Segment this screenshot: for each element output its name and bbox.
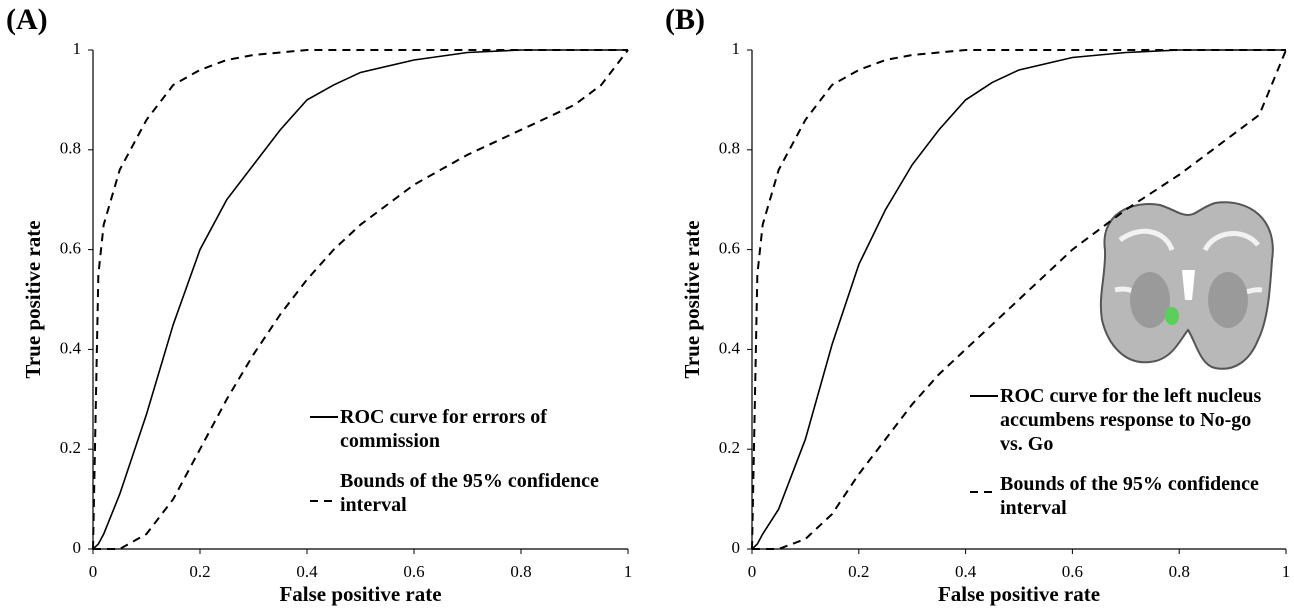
legend: ROC curve for errors of commission Bound… (340, 405, 602, 533)
y-tick-label: 0.2 (719, 438, 740, 457)
y-axis-title: True positive rate (21, 220, 45, 378)
x-tick-label: 0.2 (189, 562, 210, 581)
x-tick-label: 0.8 (510, 562, 531, 581)
y-tick-label: 0 (732, 538, 741, 557)
series-line (751, 49, 1286, 550)
series-line (752, 49, 1287, 550)
y-tick-label: 0.8 (60, 139, 81, 158)
y-tick-label: 0.6 (719, 239, 740, 258)
x-tick-label: 0.2 (848, 562, 869, 581)
y-tick-label: 0.4 (719, 338, 741, 357)
x-tick-label: 0.6 (403, 562, 424, 581)
legend-entry: Bounds of the 95% confidence interval (340, 470, 599, 516)
y-tick-label: 0.2 (60, 438, 81, 457)
x-axis-title: False positive rate (279, 582, 441, 606)
x-tick-label: 0 (89, 562, 98, 581)
x-tick-label: 0 (748, 562, 757, 581)
x-axis-title: False positive rate (938, 582, 1100, 606)
legend: ROC curve for the left nucleus accumbens… (1000, 384, 1262, 536)
panel-label: (A) (6, 3, 48, 36)
x-tick-label: 1 (1282, 562, 1291, 581)
x-tick-label: 0.6 (1062, 562, 1083, 581)
x-tick-label: 0.4 (955, 562, 977, 581)
y-tick-label: 1 (732, 39, 741, 58)
x-tick-label: 1 (624, 562, 633, 581)
series-line (92, 49, 628, 550)
brain-image (1099, 201, 1274, 370)
panel-label: (B) (665, 3, 705, 36)
y-axis-title: True positive rate (680, 220, 704, 378)
series-line (93, 49, 629, 550)
x-tick-label: 0.8 (1169, 562, 1190, 581)
legend-entry: ROC curve for errors of commission (340, 406, 547, 452)
legend-entry: Bounds of the 95% confidence interval (1000, 473, 1259, 519)
y-tick-label: 0 (73, 538, 82, 557)
y-tick-label: 0.4 (60, 338, 82, 357)
y-tick-label: 0.6 (60, 239, 81, 258)
series-line (751, 49, 1286, 550)
series-line (92, 49, 628, 550)
legend-entry: ROC curve for the left nucleus accumbens… (1000, 385, 1262, 455)
y-tick-label: 0.8 (719, 139, 740, 158)
x-tick-label: 0.4 (296, 562, 318, 581)
y-tick-label: 1 (73, 39, 82, 58)
